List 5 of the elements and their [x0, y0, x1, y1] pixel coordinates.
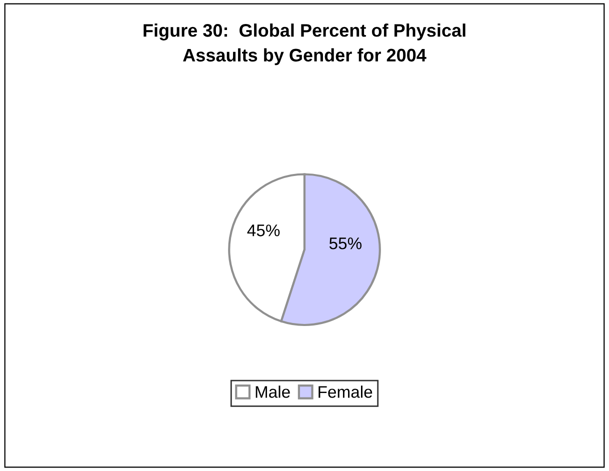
chart-title: Figure 30: Global Percent of Physical Assaults by Gender for 2004: [144, 24, 466, 66]
legend-label: Female: [318, 386, 372, 398]
data-label: 45%: [247, 224, 280, 236]
legend-label: Male: [256, 386, 290, 398]
data-label: 55%: [329, 238, 362, 250]
